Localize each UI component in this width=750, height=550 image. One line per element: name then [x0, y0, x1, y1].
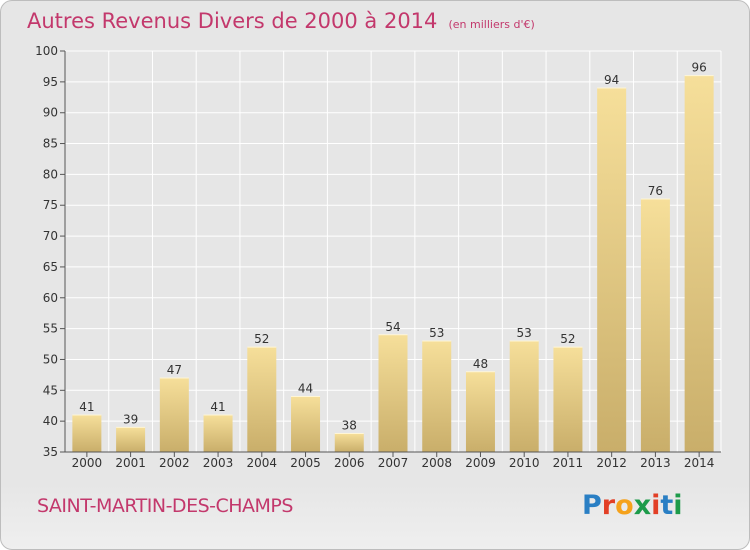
- y-tick-label: 95: [43, 75, 58, 89]
- x-tick-label: 2014: [684, 456, 715, 470]
- y-tick-label: 35: [43, 445, 58, 459]
- bar: [597, 88, 627, 452]
- y-tick-label: 80: [43, 167, 58, 181]
- x-tick-label: 2007: [378, 456, 409, 470]
- x-tick-label: 2004: [247, 456, 278, 470]
- bar: [334, 433, 364, 452]
- y-tick-label: 50: [43, 352, 58, 366]
- bar: [247, 347, 277, 452]
- data-label: 41: [79, 400, 94, 414]
- x-tick-label: 2008: [421, 456, 452, 470]
- x-tick-label: 2001: [115, 456, 146, 470]
- y-tick-label: 65: [43, 260, 58, 274]
- bar: [465, 371, 495, 452]
- chart-subtitle: (en milliers d'€): [448, 18, 535, 31]
- data-label: 38: [342, 418, 357, 432]
- data-label: 52: [560, 332, 575, 346]
- bar: [378, 334, 408, 452]
- data-label: 39: [123, 412, 138, 426]
- y-tick-label: 85: [43, 137, 58, 151]
- y-tick-label: 60: [43, 291, 58, 305]
- y-tick-label: 40: [43, 414, 58, 428]
- x-tick-label: 2002: [159, 456, 190, 470]
- data-label: 53: [429, 326, 444, 340]
- data-label: 94: [604, 73, 619, 87]
- x-tick-label: 2000: [72, 456, 103, 470]
- y-tick-label: 55: [43, 322, 58, 336]
- logo-letter: P: [582, 490, 602, 521]
- x-tick-label: 2010: [509, 456, 540, 470]
- bar: [422, 340, 452, 452]
- bar: [116, 427, 146, 452]
- x-tick-label: 2013: [640, 456, 671, 470]
- y-tick-label: 90: [43, 106, 58, 120]
- y-tick-label: 45: [43, 383, 58, 397]
- data-label: 52: [254, 332, 269, 346]
- logo-letter: t: [660, 490, 674, 521]
- bar: [684, 75, 714, 452]
- bar: [72, 414, 102, 452]
- logo-letter: r: [601, 490, 616, 521]
- axis-layer: 35 40 45 50 55 60 65 70 75 80 85 90 95 100 2000 2001 200…: [35, 44, 721, 470]
- logo-letter: i: [673, 490, 683, 521]
- y-tick-label: 75: [43, 198, 58, 212]
- place-name: SAINT-MARTIN-DES-CHAMPS: [37, 495, 293, 517]
- bar: [553, 347, 583, 452]
- data-label: 47: [167, 363, 182, 377]
- logo-letter: o: [615, 490, 634, 521]
- data-label: 76: [648, 184, 663, 198]
- data-label: 53: [517, 326, 532, 340]
- proxiti-logo: Proxiti: [582, 490, 683, 521]
- x-tick-label: 2003: [203, 456, 234, 470]
- x-tick-label: 2011: [553, 456, 584, 470]
- data-label: 48: [473, 357, 488, 371]
- x-tick-label: 2006: [334, 456, 365, 470]
- chart-title-block: Autres Revenus Divers de 2000 à 2014 (en…: [27, 9, 535, 33]
- x-tick-label: 2009: [465, 456, 496, 470]
- bar: [509, 340, 539, 452]
- bar: [159, 377, 189, 452]
- bar: [203, 414, 233, 452]
- logo-letter: i: [651, 490, 661, 521]
- data-label: 44: [298, 381, 313, 395]
- x-tick-label: 2005: [290, 456, 321, 470]
- logo-letter: x: [633, 490, 652, 521]
- chart-title: Autres Revenus Divers de 2000 à 2014: [27, 9, 438, 33]
- x-tick-label: 2012: [596, 456, 627, 470]
- y-tick-label: 70: [43, 229, 58, 243]
- data-label: 96: [691, 61, 706, 75]
- data-label: 41: [210, 400, 225, 414]
- bar-layer: 41 39 47 41 52 44 38 54 53 48 53 52 94 76 96: [72, 61, 714, 452]
- bar: [640, 199, 670, 452]
- bar: [291, 396, 321, 452]
- data-label: 54: [385, 320, 400, 334]
- y-tick-label: 100: [35, 44, 58, 58]
